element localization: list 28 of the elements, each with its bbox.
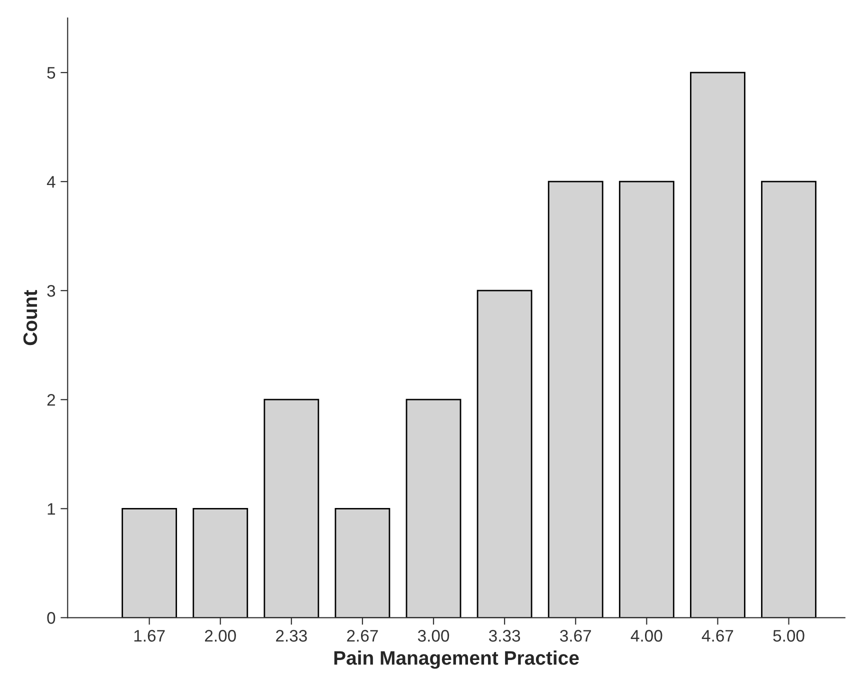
x-tick-label: 4.00 [630,630,662,642]
bar [618,180,674,618]
x-tick-label: 3.33 [488,630,520,642]
x-tick-label: 2.33 [276,630,307,642]
y-tick-label: 3 [47,285,56,297]
bar [761,180,816,618]
bar [192,508,248,618]
bar [476,290,532,618]
x-axis-title: Pain Management Practice [334,650,579,669]
x-tick-label: 3.67 [560,630,591,642]
x-tick-label: 2.67 [347,630,378,642]
x-tick-label: 3.00 [418,630,450,642]
y-tick-label: 4 [46,176,56,188]
bar [406,398,462,618]
bar [334,508,390,618]
y-tick-label: 2 [47,394,55,406]
x-tick-label: 2.00 [204,630,236,642]
y-tick-label: 0 [47,612,56,624]
y-axis-title: Count [23,290,38,346]
x-tick-label: 5.00 [773,630,804,642]
x-tick-label: 1.67 [134,630,165,642]
bar [548,180,604,618]
bar [122,508,178,618]
y-tick-label: 1 [48,503,56,515]
y-tick-label: 5 [47,67,56,79]
bar [264,398,320,618]
x-tick-label: 4.67 [702,630,734,642]
bar [690,72,746,618]
